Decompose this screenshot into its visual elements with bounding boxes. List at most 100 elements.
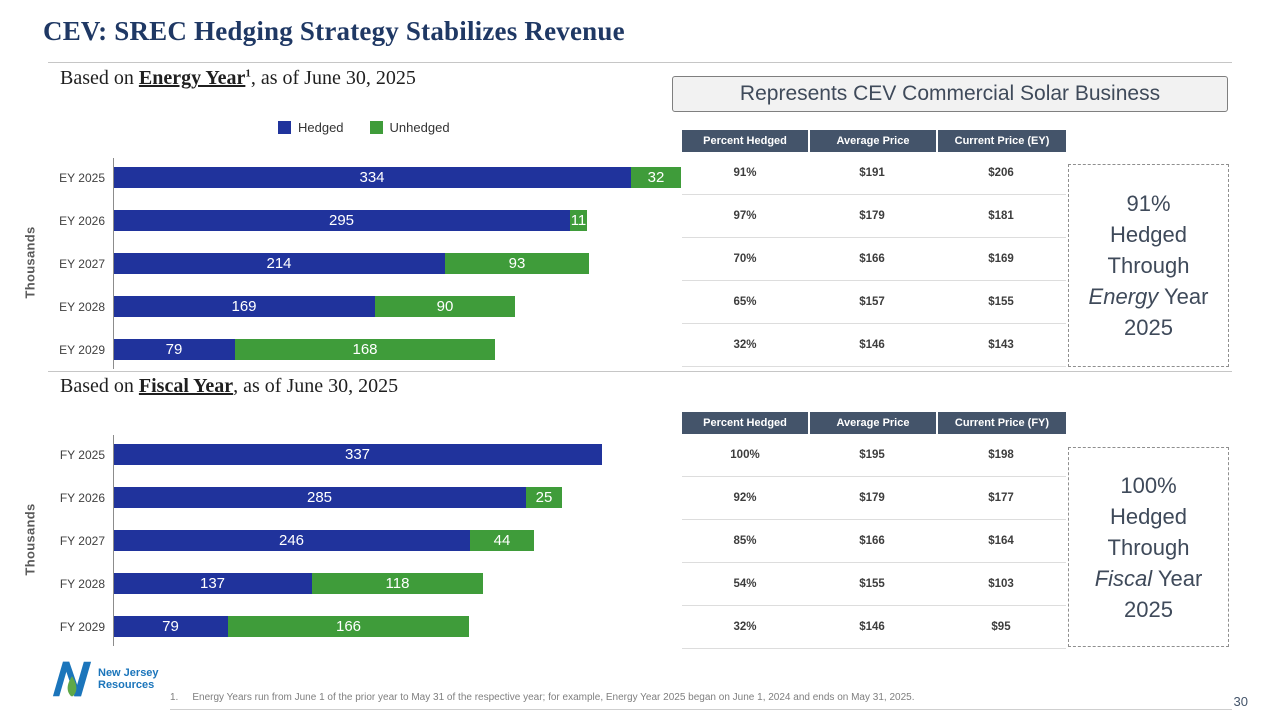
table-cell: $195 (859, 449, 885, 461)
table-row: 85% $166 $164 (682, 520, 1066, 563)
bar-row: FY 2025 337 (48, 433, 602, 476)
table-row: 65% $157 $155 (682, 281, 1066, 324)
callout-line: 2025 (1124, 596, 1173, 622)
hedged-swatch-icon (278, 121, 291, 134)
y-axis-line (113, 435, 114, 646)
bar-track: 169 90 (113, 296, 515, 317)
column-header: Percent Hedged (682, 130, 808, 152)
bar-row: FY 2027 246 44 (48, 519, 602, 562)
table-cell: $95 (991, 621, 1011, 633)
bar-row: FY 2029 79 166 (48, 605, 602, 648)
column-header: Current Price (EY) (936, 130, 1066, 152)
title-divider (48, 62, 1232, 63)
bar-track: 295 11 (113, 210, 587, 231)
table-cell: $146 (859, 339, 885, 351)
njr-logo: New Jersey Resources (52, 660, 159, 698)
category-label: FY 2028 (59, 576, 105, 591)
table-row: 97% $179 $181 (682, 195, 1066, 238)
bar-segment-hedged: 214 (113, 253, 445, 274)
callout-text-block: 91% Hedged Through Energy Year 2025 (1089, 188, 1209, 343)
footnote-number: 1. (170, 692, 179, 703)
subtitle-emphasis: Fiscal Year (138, 375, 234, 397)
table-cell: 70% (733, 253, 757, 265)
category-label: FY 2026 (59, 490, 105, 505)
table-cell: $164 (988, 535, 1014, 547)
bar-track: 337 (113, 444, 602, 465)
energy-year-table: Percent Hedged Average Price Current Price… (682, 130, 1066, 367)
page-title: CEV: SREC Hedging Strategy Stabilizes Re… (43, 16, 625, 46)
callout-line: Hedged (1109, 503, 1188, 529)
category-label: EY 2027 (59, 256, 105, 271)
legend-label-hedged: Hedged (298, 120, 344, 135)
footnote: 1. Energy Years run from June 1 of the p… (170, 692, 1232, 710)
category-label: FY 2025 (59, 447, 105, 462)
category-label: EY 2025 (59, 170, 105, 185)
table-row: 70% $166 $169 (682, 238, 1066, 281)
category-label: EY 2028 (59, 299, 105, 314)
bar-segment-unhedged: 168 (235, 339, 495, 360)
chart-legend: Hedged Unhedged (278, 120, 450, 135)
callout-energy-hedged: 91% Hedged Through Energy Year 2025 (1068, 164, 1229, 367)
callout-line: Through (1107, 253, 1190, 278)
category-label: EY 2029 (59, 342, 105, 357)
bar-segment-unhedged: 25 (526, 487, 562, 508)
y-axis-title-energy: Thousands (22, 226, 38, 299)
callout-line-rest: Year (1152, 565, 1203, 591)
bar-row: EY 2025 334 32 (48, 156, 681, 199)
y-axis-line (113, 158, 114, 369)
bar-segment-hedged: 334 (113, 167, 631, 188)
bar-track: 79 166 (113, 616, 469, 637)
energy-year-bar-chart: EY 2025 334 32 EY 2026 295 11 EY 2027 214 93 EY 2… (48, 156, 681, 371)
callout-line: Hedged (1109, 222, 1188, 247)
callout-text-block: 100% Hedged Through Fiscal Year 2025 (1095, 470, 1203, 625)
table-header-row: Percent Hedged Average Price Current Price… (682, 412, 1066, 434)
bar-track: 334 32 (113, 167, 681, 188)
subtitle-suffix: , as of June 30, 2025 (250, 67, 416, 89)
y-axis-title-fiscal: Thousands (22, 503, 38, 576)
table-row: 54% $155 $103 (682, 563, 1066, 606)
bar-segment-hedged: 79 (113, 616, 228, 637)
table-cell: $198 (988, 449, 1014, 461)
callout-line-rest: Year (1158, 284, 1209, 309)
table-cell: $143 (988, 339, 1014, 351)
subtitle-emphasis: Energy Year (138, 67, 246, 89)
bar-segment-hedged: 246 (113, 530, 470, 551)
logo-wordmark: New Jersey Resources (98, 667, 159, 691)
table-cell: 85% (733, 535, 757, 547)
callout-line: 100% (1120, 472, 1177, 498)
callout-line: Energy Year (1089, 281, 1209, 312)
bar-segment-unhedged: 118 (312, 573, 483, 594)
table-row: 100% $195 $198 (682, 434, 1066, 477)
footnote-reference: 1 (245, 67, 251, 80)
table-row: 32% $146 $95 (682, 606, 1066, 649)
bar-track: 137 118 (113, 573, 483, 594)
table-cell: $155 (859, 578, 885, 590)
table-cell: $191 (859, 167, 885, 179)
table-cell: $166 (859, 253, 885, 265)
bar-segment-unhedged: 32 (631, 167, 681, 188)
bar-segment-hedged: 137 (113, 573, 312, 594)
table-row: 32% $146 $143 (682, 324, 1066, 367)
bar-row: EY 2026 295 11 (48, 199, 681, 242)
bar-segment-hedged: 79 (113, 339, 235, 360)
legend-label-unhedged: Unhedged (389, 120, 450, 135)
table-cell: $181 (988, 210, 1014, 222)
callout-line: 2025 (1124, 315, 1173, 340)
bar-track: 246 44 (113, 530, 534, 551)
table-cell: 100% (730, 449, 760, 461)
table-cell: 54% (733, 578, 757, 590)
table-row: 91% $191 $206 (682, 152, 1066, 195)
legend-item-unhedged: Unhedged (369, 120, 450, 135)
subtitle-prefix: Based on (60, 375, 139, 397)
column-header: Current Price (FY) (936, 412, 1066, 434)
bar-row: EY 2029 79 168 (48, 328, 681, 371)
column-header: Average Price (808, 412, 936, 434)
table-cell: $146 (859, 621, 885, 633)
bar-segment-unhedged: 44 (470, 530, 534, 551)
fiscal-year-table: Percent Hedged Average Price Current Price… (682, 412, 1066, 649)
bar-row: EY 2027 214 93 (48, 242, 681, 285)
bar-track: 79 168 (113, 339, 495, 360)
callout-emph-word: Fiscal (1094, 565, 1153, 591)
subtitle-prefix: Based on (60, 67, 139, 89)
